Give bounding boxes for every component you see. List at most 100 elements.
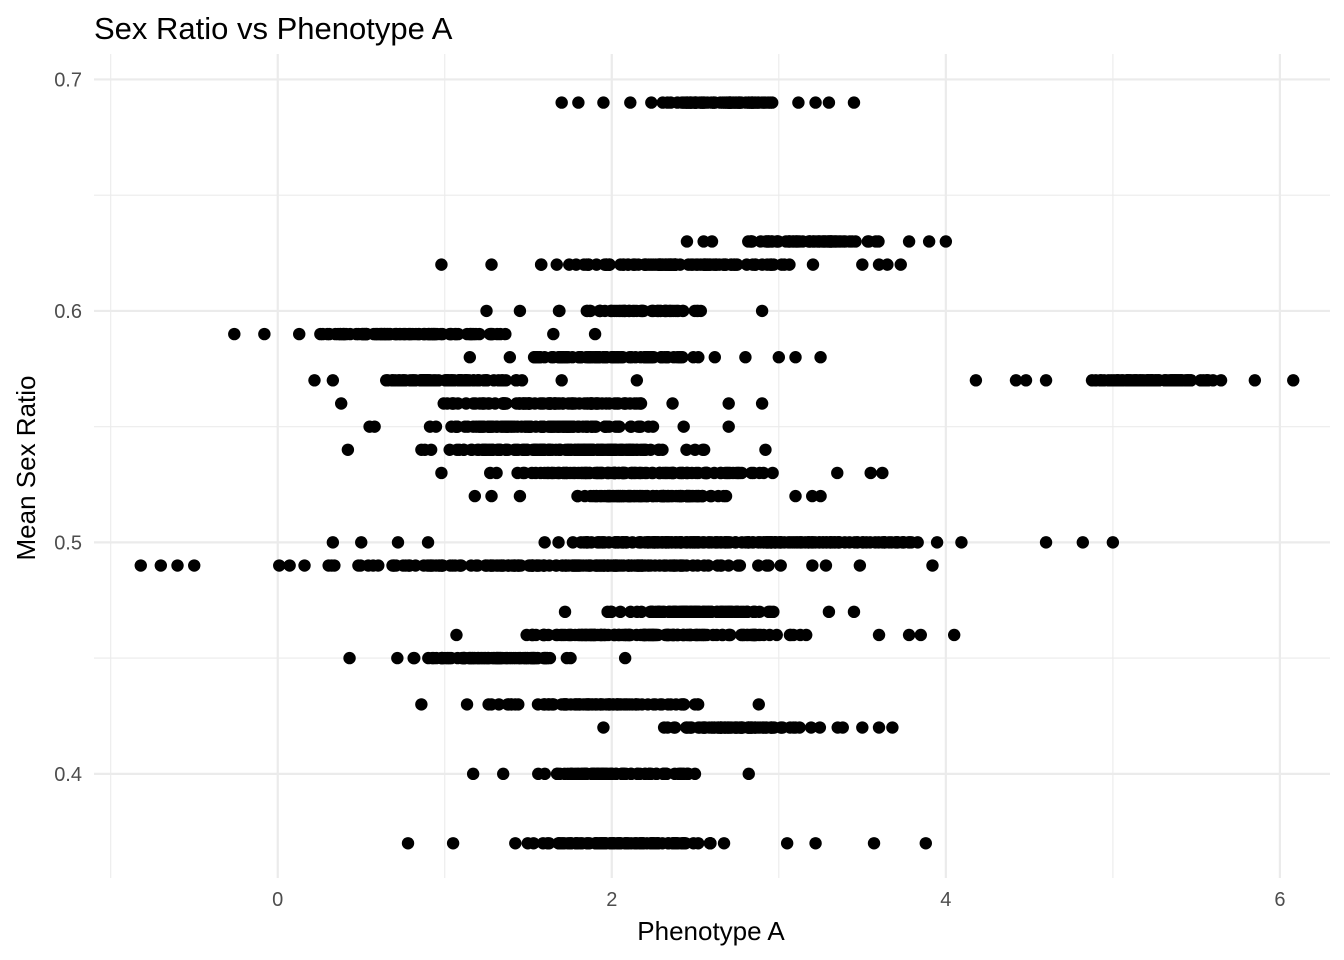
y-tick-label: 0.6: [54, 301, 82, 323]
data-point: [633, 466, 646, 480]
data-point: [596, 767, 609, 781]
data-point: [550, 258, 563, 271]
data-point: [872, 721, 886, 734]
data-point: [154, 559, 168, 572]
data-point: [648, 536, 661, 549]
data-point: [784, 628, 797, 642]
data-point: [483, 397, 496, 410]
data-point: [188, 559, 201, 572]
data-point: [867, 837, 881, 850]
data-point: [724, 96, 738, 109]
data-point: [401, 837, 415, 850]
y-tick-labels: 0.4 0.5 0.6 0.7: [54, 69, 82, 785]
data-point: [897, 536, 910, 549]
data-point: [518, 651, 532, 665]
data-point: [415, 443, 428, 456]
data-point: [542, 397, 555, 410]
data-point: [513, 489, 527, 503]
data-point: [609, 536, 623, 549]
data-point: [597, 96, 610, 109]
data-point: [447, 397, 460, 410]
data-point: [622, 628, 635, 642]
data-point: [608, 397, 621, 410]
data-point: [728, 258, 741, 271]
data-point: [683, 628, 697, 642]
data-point: [560, 651, 574, 665]
data-point: [724, 628, 737, 642]
data-point: [314, 327, 327, 341]
data-point: [847, 605, 861, 619]
data-point: [446, 837, 460, 850]
data-point: [730, 721, 744, 734]
data-point: [283, 559, 296, 572]
data-point: [862, 235, 876, 248]
data-point: [631, 489, 644, 503]
data-point: [761, 235, 775, 248]
data-point: [708, 466, 721, 480]
data-point: [902, 235, 916, 248]
data-point: [466, 651, 479, 665]
data-point: [565, 767, 578, 781]
data-point: [551, 628, 564, 642]
data-point: [847, 96, 861, 109]
data-point: [558, 605, 572, 619]
data-point: [1076, 536, 1090, 549]
data-point: [538, 698, 551, 711]
data-point: [680, 721, 693, 734]
data-point: [486, 327, 499, 341]
data-point: [919, 837, 932, 850]
data-point: [452, 374, 466, 387]
data-point: [624, 605, 637, 619]
data-point: [525, 628, 539, 642]
data-point: [688, 767, 702, 781]
data-point: [823, 235, 837, 248]
data-point: [273, 559, 286, 572]
data-point: [435, 559, 448, 572]
data-point: [464, 559, 478, 572]
data-point: [809, 235, 823, 248]
data-point: [542, 628, 555, 642]
data-point: [501, 698, 514, 711]
data-point: [630, 374, 644, 387]
data-point: [860, 536, 873, 549]
data-point: [697, 605, 710, 619]
data-point: [547, 327, 560, 341]
data-point: [822, 96, 836, 109]
data-point: [601, 466, 614, 480]
data-point: [596, 536, 610, 549]
data-point: [450, 628, 463, 642]
data-point: [459, 397, 473, 410]
data-point: [645, 351, 658, 364]
y-axis-title: Mean Sex Ratio: [11, 376, 41, 561]
data-point: [656, 605, 669, 619]
data-point: [606, 698, 619, 711]
data-point: [451, 420, 464, 433]
data-point: [503, 651, 516, 665]
data-point: [688, 698, 702, 711]
data-point: [555, 559, 569, 572]
data-point: [559, 351, 573, 364]
data-point: [831, 466, 844, 480]
data-point: [809, 96, 822, 109]
data-point: [528, 443, 541, 456]
data-point: [606, 767, 619, 781]
data-point: [704, 837, 717, 850]
data-point: [564, 397, 577, 410]
data-point: [607, 489, 620, 503]
data-point: [1039, 536, 1053, 549]
data-point: [613, 837, 626, 850]
data-point: [691, 559, 704, 572]
data-point: [593, 304, 607, 318]
data-point: [682, 489, 695, 503]
data-point: [584, 304, 597, 318]
data-point: [624, 96, 637, 109]
data-point: [926, 559, 939, 572]
data-point: [623, 698, 636, 711]
data-point: [722, 397, 735, 410]
data-point: [922, 235, 936, 248]
data-point: [422, 651, 435, 665]
data-point: [423, 420, 437, 433]
data-point: [664, 258, 678, 271]
data-point: [658, 351, 671, 364]
